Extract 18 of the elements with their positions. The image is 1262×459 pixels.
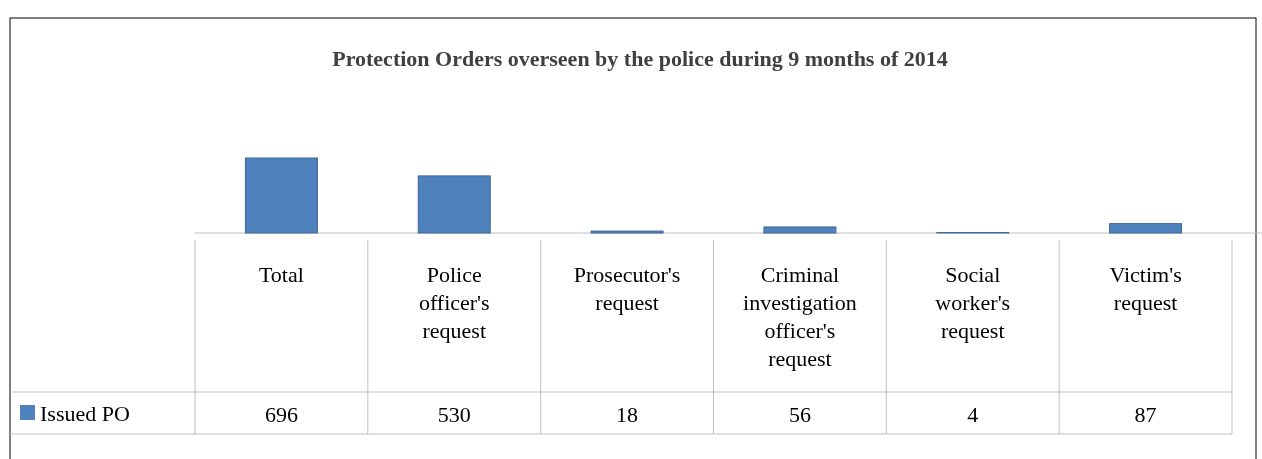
chart-title: Protection Orders overseen by the police during 9 months of 2014 bbox=[332, 46, 948, 71]
data-label: 530 bbox=[437, 402, 471, 427]
data-label: 87 bbox=[1134, 402, 1157, 427]
x-tick-label: Prosecutor's request bbox=[573, 262, 681, 315]
data-label: 56 bbox=[788, 402, 811, 427]
bar bbox=[1109, 223, 1183, 234]
x-tick-label: Total bbox=[258, 262, 304, 287]
x-tick-label: Police officer's request bbox=[418, 262, 490, 343]
data-label: 18 bbox=[616, 402, 639, 427]
x-tick-label: Victim's request bbox=[1109, 262, 1182, 315]
data-label: 4 bbox=[967, 402, 979, 427]
legend-label: Issued PO bbox=[40, 401, 130, 426]
bar bbox=[763, 226, 837, 234]
bar bbox=[417, 175, 491, 234]
x-tick-label: Social worker's request bbox=[935, 262, 1011, 343]
x-tick-label: Criminal investigation officer's request bbox=[743, 262, 857, 371]
bar bbox=[244, 157, 318, 234]
data-label: 696 bbox=[264, 402, 298, 427]
